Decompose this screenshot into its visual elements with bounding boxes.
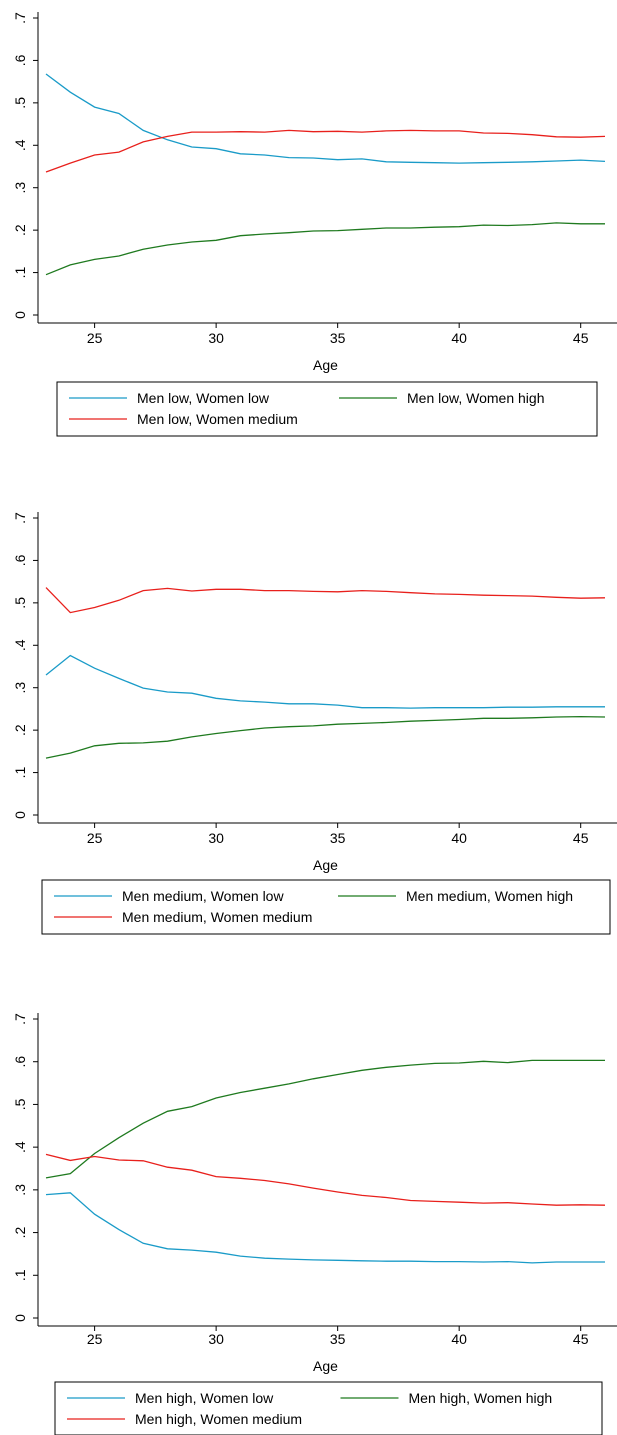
legend-label-2: Men high, Women high xyxy=(409,1390,553,1406)
series-line-2 xyxy=(45,715,606,759)
x-axis-title: Age xyxy=(313,857,338,873)
x-tick-label: 40 xyxy=(451,1331,467,1347)
x-tick-label: 25 xyxy=(87,830,103,846)
x-tick-label: 40 xyxy=(451,330,467,346)
legend-box xyxy=(41,879,611,935)
y-tick-label: .1 xyxy=(12,767,28,779)
chart-panel-1: 0 .1 .2 .3 .4 .5 .6 .7 25 30 35 40 45 Age Men low, Wom… xyxy=(12,12,617,437)
legend-label-3: Men medium, Women medium xyxy=(122,909,312,925)
x-tick-label: 35 xyxy=(330,830,346,846)
series-line-2 xyxy=(45,222,605,276)
y-tick-label: .6 xyxy=(12,54,28,66)
legend-box xyxy=(54,1381,603,1435)
y-tick-label: .6 xyxy=(12,554,28,566)
legend-label-2: Men low, Women high xyxy=(407,390,544,406)
x-tick-label: 35 xyxy=(330,1331,346,1347)
y-tick-label: .4 xyxy=(12,1141,28,1153)
x-axis-title: Age xyxy=(313,1358,338,1374)
x-tick-label: 45 xyxy=(573,830,589,846)
y-tick-label: .2 xyxy=(12,1227,28,1239)
x-tick-label: 30 xyxy=(208,1331,224,1347)
x-tick-label: 45 xyxy=(573,330,589,346)
y-tick-label: .1 xyxy=(12,267,28,279)
y-tick-label: 0 xyxy=(12,811,28,819)
y-tick-label: .6 xyxy=(12,1056,28,1068)
y-tick-label: 0 xyxy=(12,311,28,319)
legend-label-1: Men medium, Women low xyxy=(122,888,284,904)
series-line-1 xyxy=(45,73,606,164)
y-tick-label: .5 xyxy=(12,97,28,109)
y-tick-label: .5 xyxy=(12,1098,28,1110)
y-tick-label: .5 xyxy=(12,597,28,609)
series-line-3 xyxy=(45,587,606,614)
legend-label-1: Men low, Women low xyxy=(137,390,270,406)
y-tick-label: .7 xyxy=(12,12,28,24)
x-tick-label: 30 xyxy=(208,330,224,346)
y-tick-label: .7 xyxy=(12,1013,28,1025)
series-line-3 xyxy=(45,129,606,173)
x-tick-label: 45 xyxy=(573,1331,589,1347)
y-tick-label: .3 xyxy=(12,1184,28,1196)
series-line-2 xyxy=(45,1059,605,1179)
y-tick-label: .7 xyxy=(12,512,28,524)
y-tick-label: .2 xyxy=(12,724,28,736)
legend-label-2: Men medium, Women high xyxy=(406,888,573,904)
x-tick-label: 25 xyxy=(87,330,103,346)
legend-label-3: Men high, Women medium xyxy=(135,1411,302,1427)
y-tick-label: .4 xyxy=(12,139,28,151)
legend-label-3: Men low, Women medium xyxy=(137,411,298,427)
y-tick-label: .1 xyxy=(12,1269,28,1281)
chart-panel-3: 0 .1 .2 .3 .4 .5 .6 .7 25 30 35 40 45 Age Men high, Wo… xyxy=(12,1013,617,1435)
x-tick-label: 40 xyxy=(451,830,467,846)
legend-label-1: Men high, Women low xyxy=(135,1390,274,1406)
x-tick-label: 35 xyxy=(330,330,346,346)
y-tick-label: .4 xyxy=(12,639,28,651)
series-line-3 xyxy=(45,1153,606,1206)
x-axis-title: Age xyxy=(313,357,338,373)
y-tick-label: .3 xyxy=(12,182,28,194)
y-tick-label: 0 xyxy=(12,1314,28,1322)
series-line-1 xyxy=(45,654,605,709)
x-tick-label: 30 xyxy=(208,830,224,846)
series-line-1 xyxy=(45,1192,605,1264)
legend-box xyxy=(56,381,598,437)
y-tick-label: .2 xyxy=(12,224,28,236)
y-tick-label: .3 xyxy=(12,682,28,694)
x-tick-label: 25 xyxy=(87,1331,103,1347)
chart-panel-2: 0 .1 .2 .3 .4 .5 .6 .7 25 30 35 40 45 Age Men medium, … xyxy=(12,512,617,935)
